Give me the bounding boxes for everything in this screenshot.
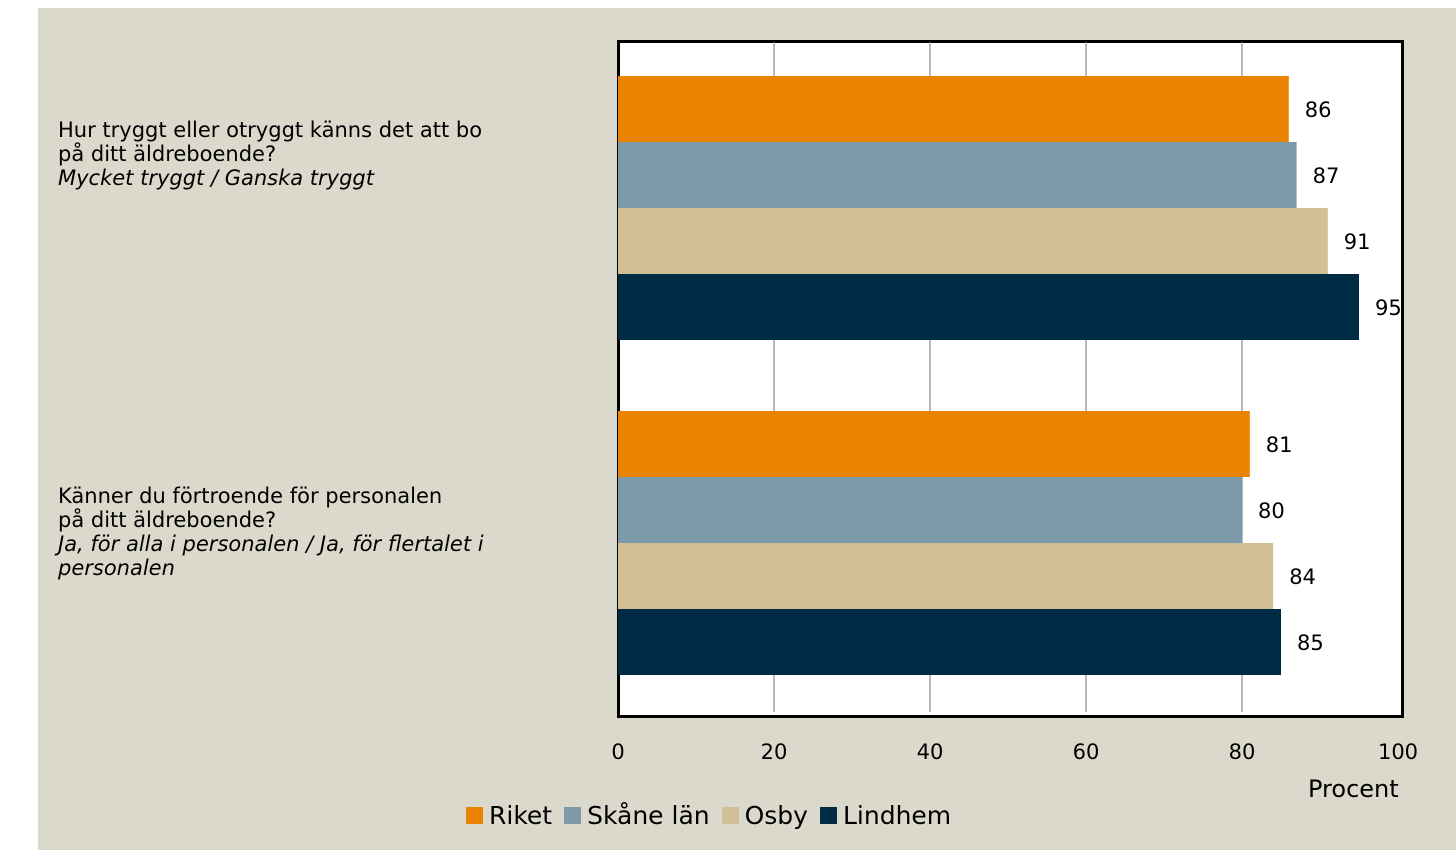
x-tick-label: 0 xyxy=(611,740,624,764)
question-text-2: Känner du förtroende för personalen xyxy=(58,484,443,508)
legend-swatch-osby xyxy=(721,806,739,824)
question-text-1b: på ditt äldreboende? xyxy=(58,142,277,166)
bar xyxy=(618,142,1297,208)
legend-label-lindhem: Lindhem xyxy=(842,800,952,830)
legend-swatch-riket xyxy=(466,806,483,824)
answer-text-1: Mycket tryggt / Ganska tryggt xyxy=(58,166,374,190)
legend-item-lindhem: Lindhem xyxy=(819,800,952,830)
x-tick-label: 20 xyxy=(761,740,788,764)
x-tick-label: 40 xyxy=(917,740,944,764)
data-label: 81 xyxy=(1266,433,1293,457)
legend-item-osby: Osby xyxy=(721,800,808,830)
question-text-1: Hur tryggt eller otryggt känns det att b… xyxy=(58,118,483,142)
legend-swatch-skane-lan xyxy=(564,806,582,824)
legend-item-riket: Riket xyxy=(466,801,552,830)
bar xyxy=(618,208,1328,274)
data-label: 80 xyxy=(1258,499,1285,523)
legend-label-osby: Osby xyxy=(744,800,808,830)
legend-item-skane-lan: Skåne län xyxy=(564,801,710,830)
category-label-2: Känner du förtroende för personalen på d… xyxy=(58,484,598,580)
legend: Riket Skåne län Osby Lindhem xyxy=(466,800,963,830)
x-axis-title: Procent xyxy=(1308,775,1399,803)
question-text-2b: på ditt äldreboende? xyxy=(58,508,277,532)
bar xyxy=(618,76,1289,142)
legend-swatch-lindhem xyxy=(819,806,837,824)
data-label: 84 xyxy=(1289,565,1316,589)
category-label-1: Hur tryggt eller otryggt känns det att b… xyxy=(58,118,598,190)
bar xyxy=(618,543,1274,609)
legend-label-riket: Riket xyxy=(489,800,553,830)
bar xyxy=(618,411,1250,477)
x-tick-label: 100 xyxy=(1378,740,1418,764)
legend-label-skane-lan: Skåne län xyxy=(587,800,710,830)
data-label: 87 xyxy=(1313,164,1340,188)
bar xyxy=(618,274,1359,340)
data-label: 95 xyxy=(1375,296,1402,320)
data-label: 91 xyxy=(1344,230,1371,254)
x-tick-label: 60 xyxy=(1073,740,1100,764)
data-label: 85 xyxy=(1297,631,1324,655)
data-label: 86 xyxy=(1305,98,1332,122)
x-tick-label: 80 xyxy=(1229,740,1256,764)
bar xyxy=(618,609,1281,675)
answer-text-2: Ja, för alla i personalen / Ja, för fler… xyxy=(58,532,484,556)
bar xyxy=(618,477,1242,543)
answer-text-2b: personalen xyxy=(58,556,175,580)
